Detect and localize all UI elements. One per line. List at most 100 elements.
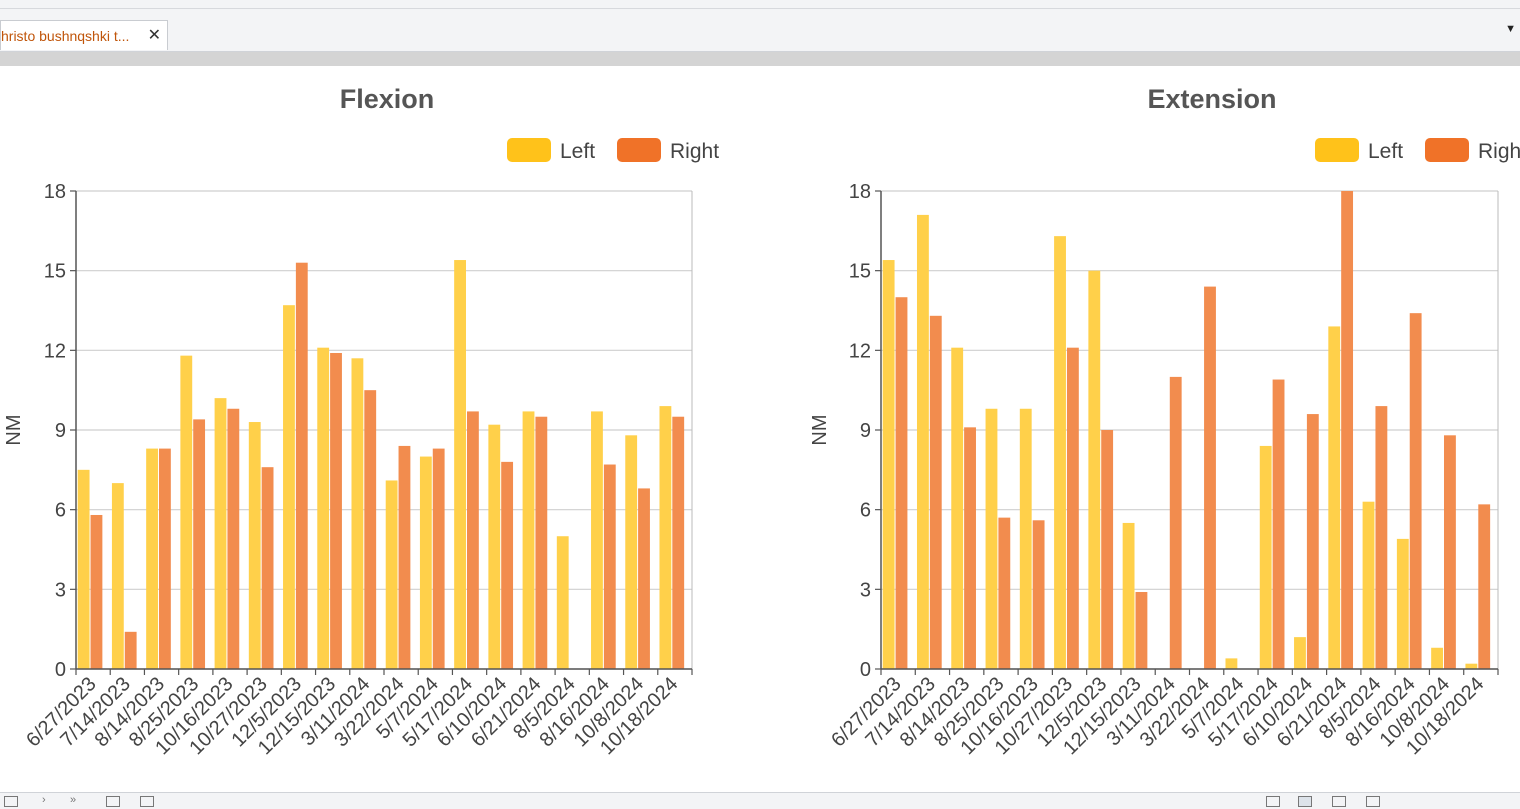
y-tick-label: 15	[44, 261, 66, 283]
bar-right[interactable]	[158, 448, 171, 669]
bar-left[interactable]	[1396, 538, 1409, 669]
bar-left[interactable]	[1054, 236, 1066, 669]
legend-swatch-right	[1425, 138, 1469, 162]
bar-right[interactable]	[466, 411, 479, 669]
y-tick-label: 0	[55, 659, 66, 681]
y-tick-label: 18	[44, 181, 66, 203]
bar-left[interactable]	[1019, 408, 1032, 669]
y-tick-label: 12	[44, 340, 66, 362]
bar-right[interactable]	[895, 297, 908, 669]
legend-item-left[interactable]: Left	[1315, 138, 1403, 163]
bar-right[interactable]	[1169, 376, 1182, 669]
bar-right[interactable]	[1101, 430, 1114, 669]
last-icon[interactable]: »	[70, 794, 77, 806]
export-icon[interactable]	[140, 796, 154, 807]
bar-left[interactable]	[180, 355, 193, 669]
bar-right[interactable]	[1444, 435, 1456, 669]
bar-left[interactable]	[591, 411, 603, 669]
close-icon[interactable]: ✕	[147, 27, 161, 44]
bar-left[interactable]	[1328, 326, 1341, 669]
legend-item-right[interactable]: Right	[617, 138, 719, 163]
bar-left[interactable]	[454, 260, 466, 669]
bar-left[interactable]	[1088, 270, 1101, 669]
bar-right[interactable]	[501, 461, 514, 669]
bar-left[interactable]	[1465, 663, 1478, 669]
bar-left[interactable]	[625, 435, 638, 669]
bar-right[interactable]	[227, 408, 240, 669]
view-page-icon[interactable]	[1298, 796, 1312, 807]
bar-right[interactable]	[638, 488, 650, 669]
bar-right[interactable]	[1306, 414, 1319, 669]
bar-left[interactable]	[385, 480, 398, 669]
bar-right[interactable]	[193, 419, 206, 669]
view-single-icon[interactable]	[1266, 796, 1280, 807]
legend: Left Right	[1315, 138, 1520, 163]
view-double-icon[interactable]	[1332, 796, 1346, 807]
bar-right[interactable]	[672, 416, 685, 669]
legend-item-right[interactable]: Right	[1425, 138, 1520, 163]
legend-label-right: Right	[670, 140, 719, 163]
legend-swatch-left	[507, 138, 551, 162]
y-tick-label: 12	[849, 340, 871, 362]
bar-left[interactable]	[283, 305, 295, 669]
bar-right[interactable]	[1204, 286, 1216, 669]
bar-left[interactable]	[351, 358, 364, 669]
bar-left[interactable]	[1122, 522, 1135, 669]
bar-left[interactable]	[916, 214, 929, 669]
page-nav-icon[interactable]	[4, 796, 18, 807]
bar-right[interactable]	[1272, 379, 1285, 669]
bar-left[interactable]	[419, 456, 432, 669]
bar-right[interactable]	[124, 631, 137, 669]
chevron-down-icon[interactable]: ▼	[1505, 23, 1516, 35]
bar-right[interactable]	[1375, 406, 1388, 669]
bar-left[interactable]	[556, 536, 569, 669]
bars	[882, 191, 1491, 669]
bar-left[interactable]	[1431, 647, 1444, 669]
bar-left[interactable]	[1225, 658, 1238, 669]
bar-right[interactable]	[261, 467, 274, 669]
bar-right[interactable]	[90, 514, 103, 669]
y-axis-label: NM	[3, 414, 25, 445]
refresh-icon[interactable]	[106, 796, 120, 807]
bar-left[interactable]	[1259, 445, 1272, 669]
bar-left[interactable]	[659, 406, 672, 669]
bar-right[interactable]	[535, 416, 548, 669]
bar-left[interactable]	[522, 411, 535, 669]
bar-left[interactable]	[214, 398, 227, 669]
next-icon[interactable]: ›	[42, 794, 46, 806]
view-grid-icon[interactable]	[1366, 796, 1380, 807]
bar-left[interactable]	[882, 260, 895, 669]
bar-right[interactable]	[364, 390, 377, 669]
bar-right[interactable]	[330, 352, 342, 669]
bar-right[interactable]	[398, 445, 411, 669]
y-tick-label: 0	[860, 659, 871, 681]
legend-item-left[interactable]: Left	[507, 138, 595, 163]
bar-right[interactable]	[1341, 191, 1354, 669]
bar-left[interactable]	[1294, 637, 1306, 669]
bar-right[interactable]	[1135, 591, 1148, 669]
bar-right[interactable]	[964, 427, 976, 669]
bar-left[interactable]	[985, 408, 998, 669]
bar-right[interactable]	[295, 262, 308, 669]
bar-right[interactable]	[1478, 504, 1491, 669]
bar-left[interactable]	[951, 347, 964, 669]
bar-left[interactable]	[111, 483, 124, 669]
bar-right[interactable]	[998, 517, 1011, 669]
tab-report[interactable]: hristo bushnqshki t... ✕	[0, 20, 168, 50]
bar-right[interactable]	[929, 315, 942, 669]
bar-left[interactable]	[146, 448, 158, 669]
y-tick-label: 9	[860, 420, 871, 442]
bar-right[interactable]	[1409, 313, 1422, 669]
bar-left[interactable]	[317, 347, 330, 669]
bar-right[interactable]	[1066, 347, 1079, 669]
bar-left[interactable]	[77, 469, 90, 669]
bar-right[interactable]	[432, 448, 445, 669]
bar-left[interactable]	[488, 424, 501, 669]
bar-right[interactable]	[1032, 520, 1045, 669]
bars	[77, 260, 685, 669]
bar-left[interactable]	[248, 422, 261, 669]
bar-left[interactable]	[1362, 501, 1375, 669]
y-axis-label: NM	[809, 414, 831, 445]
bar-right[interactable]	[603, 464, 616, 669]
